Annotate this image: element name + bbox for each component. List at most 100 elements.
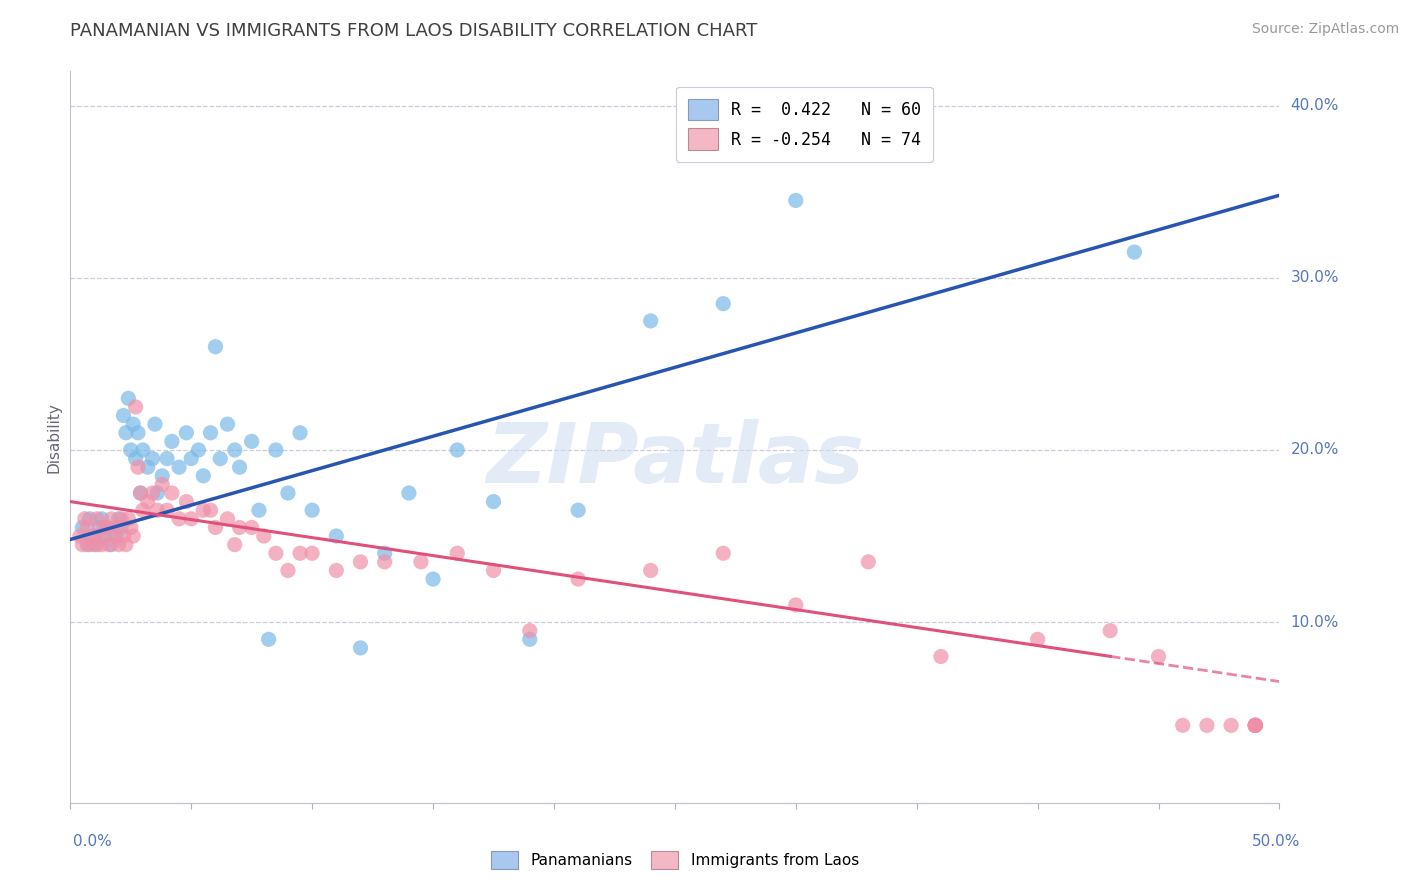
Point	[141, 486, 163, 500]
Point	[129, 486, 152, 500]
Point	[409, 555, 432, 569]
Point	[1220, 718, 1243, 732]
Text: PANAMANIAN VS IMMIGRANTS FROM LAOS DISABILITY CORRELATION CHART: PANAMANIAN VS IMMIGRANTS FROM LAOS DISAB…	[70, 22, 758, 40]
Point	[264, 546, 287, 560]
Point	[127, 425, 149, 440]
Text: 40.0%: 40.0%	[1291, 98, 1339, 113]
Point	[86, 538, 108, 552]
Point	[100, 512, 122, 526]
Point	[567, 503, 589, 517]
Point	[1244, 718, 1267, 732]
Point	[167, 460, 190, 475]
Legend: Panamanians, Immigrants from Laos: Panamanians, Immigrants from Laos	[485, 845, 865, 875]
Point	[132, 442, 155, 457]
Point	[519, 632, 541, 647]
Point	[640, 564, 662, 578]
Text: 0.0%: 0.0%	[73, 834, 112, 849]
Point	[1244, 718, 1267, 732]
Text: 10.0%: 10.0%	[1291, 615, 1339, 630]
Point	[349, 640, 371, 655]
Point	[93, 520, 115, 534]
Point	[301, 503, 323, 517]
Point	[105, 529, 128, 543]
Point	[83, 538, 105, 552]
Point	[711, 296, 734, 310]
Point	[264, 442, 287, 457]
Point	[1026, 632, 1049, 647]
Point	[200, 503, 222, 517]
Point	[253, 529, 276, 543]
Point	[89, 520, 111, 534]
Point	[98, 538, 121, 552]
Y-axis label: Disability: Disability	[46, 401, 62, 473]
Point	[150, 477, 173, 491]
Point	[1099, 624, 1122, 638]
Point	[76, 520, 98, 534]
Point	[176, 425, 198, 440]
Point	[150, 468, 173, 483]
Point	[1147, 649, 1170, 664]
Text: Source: ZipAtlas.com: Source: ZipAtlas.com	[1251, 22, 1399, 37]
Point	[1244, 718, 1267, 732]
Point	[160, 434, 183, 449]
Point	[100, 538, 122, 552]
Point	[117, 392, 139, 406]
Point	[76, 538, 98, 552]
Point	[257, 632, 280, 647]
Point	[200, 425, 222, 440]
Point	[176, 494, 198, 508]
Point	[224, 538, 246, 552]
Point	[785, 598, 807, 612]
Text: 30.0%: 30.0%	[1291, 270, 1339, 285]
Point	[122, 529, 145, 543]
Point	[482, 494, 505, 508]
Point	[349, 555, 371, 569]
Point	[240, 520, 263, 534]
Point	[858, 555, 880, 569]
Point	[136, 494, 159, 508]
Point	[156, 503, 179, 517]
Point	[204, 520, 226, 534]
Point	[90, 538, 112, 552]
Point	[228, 520, 250, 534]
Point	[374, 555, 396, 569]
Point	[69, 529, 91, 543]
Point	[115, 425, 138, 440]
Point	[141, 451, 163, 466]
Point	[124, 400, 146, 414]
Point	[120, 442, 142, 457]
Point	[180, 512, 202, 526]
Point	[105, 520, 128, 534]
Point	[187, 442, 209, 457]
Point	[93, 529, 115, 543]
Point	[129, 486, 152, 500]
Point	[325, 564, 347, 578]
Point	[217, 417, 239, 432]
Point	[446, 442, 468, 457]
Point	[122, 417, 145, 432]
Point	[143, 417, 166, 432]
Text: 50.0%: 50.0%	[1253, 834, 1301, 849]
Point	[446, 546, 468, 560]
Point	[120, 520, 142, 534]
Point	[156, 451, 179, 466]
Point	[374, 546, 396, 560]
Point	[79, 538, 101, 552]
Point	[160, 486, 183, 500]
Point	[193, 503, 215, 517]
Point	[132, 503, 155, 517]
Point	[146, 503, 169, 517]
Point	[204, 340, 226, 354]
Point	[180, 451, 202, 466]
Point	[110, 512, 132, 526]
Text: ZIPatlas: ZIPatlas	[486, 418, 863, 500]
Point	[288, 425, 311, 440]
Point	[711, 546, 734, 560]
Point	[519, 624, 541, 638]
Point	[209, 451, 232, 466]
Point	[325, 529, 347, 543]
Point	[83, 529, 105, 543]
Point	[217, 512, 239, 526]
Point	[107, 512, 129, 526]
Point	[96, 520, 118, 534]
